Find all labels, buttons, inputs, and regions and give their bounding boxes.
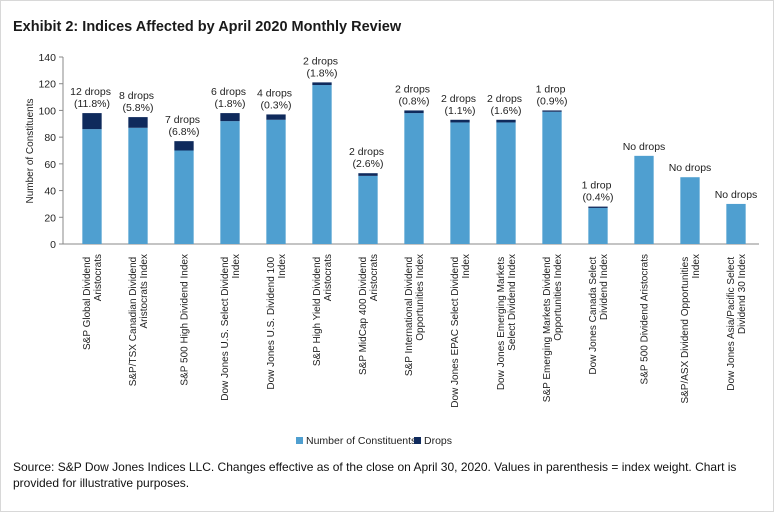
y-tick-label: 80: [44, 132, 56, 144]
bar-label: No drops: [623, 141, 666, 153]
bar-segment: [174, 141, 194, 151]
x-tick-label: Dow Jones U.S. Dividend 100 Index: [266, 254, 288, 390]
legend-swatch: [414, 437, 421, 444]
bar-segment: [634, 155, 654, 244]
bar-segment: [128, 127, 148, 244]
bar-segment: [358, 175, 378, 244]
bar-segment: [588, 207, 608, 244]
x-tick-label: S&P High Yield Dividend Aristocrats: [312, 254, 334, 366]
x-tick-label: S&P Global Dividend Aristocrats: [82, 254, 104, 350]
bar-segment: [726, 203, 746, 244]
bar-label: 2 drops (1.8%): [303, 55, 341, 79]
y-axis-title: Number of Constituents: [25, 98, 36, 203]
y-tick-label: 20: [44, 212, 56, 224]
bar-segment: [404, 110, 424, 114]
x-tick-label: S&P MidCap 400 Dividend Aristocrats: [358, 254, 380, 375]
x-tick-label: S&P/TSX Canadian Dividend Aristocrats In…: [128, 254, 150, 386]
x-tick-label: S&P 500 Dividend Aristocrats: [640, 254, 651, 384]
x-tick-label: Dow Jones Canada Select Dividend Index: [588, 254, 610, 375]
bar-segment: [496, 119, 516, 123]
bar-segment: [450, 119, 470, 123]
y-tick-label: 100: [38, 105, 56, 117]
bar-segment: [128, 117, 148, 128]
bar-segment: [312, 82, 332, 86]
bar-label: 2 drops (1.1%): [441, 93, 479, 117]
bar-label: 2 drops (2.6%): [349, 146, 387, 170]
bar-segment: [542, 110, 562, 112]
bar-segment: [220, 121, 240, 244]
bar-segment: [588, 206, 608, 208]
bar-segment: [82, 113, 102, 130]
x-tick-label: Dow Jones Emerging Markets Select Divide…: [496, 254, 518, 390]
legend-swatch: [296, 437, 303, 444]
bar-segment: [82, 129, 102, 244]
x-tick-label: Dow Jones EPAC Select Dividend Index: [450, 254, 472, 408]
bar-label: 8 drops (5.8%): [119, 90, 157, 114]
bar-label: 7 drops (6.8%): [165, 114, 203, 138]
chart-title: Exhibit 2: Indices Affected by April 202…: [13, 19, 402, 35]
source-note: Source: S&P Dow Jones Indices LLC. Chang…: [13, 460, 737, 490]
x-tick-label: S&P Emerging Markets Dividend Opportunit…: [542, 254, 564, 402]
y-tick-label: 0: [50, 239, 56, 251]
bar-segment: [358, 173, 378, 176]
y-tick-label: 60: [44, 159, 56, 171]
bar-segment: [542, 111, 562, 244]
bar-segment: [450, 122, 470, 244]
x-tick-label: Dow Jones Asia/Pacific Select Dividend 3…: [726, 254, 748, 391]
bar-segment: [266, 119, 286, 244]
bar-label: 2 drops (0.8%): [395, 83, 433, 107]
bar-segment: [680, 177, 700, 244]
x-tick-label: S&P 500 High Dividend Index: [180, 254, 191, 386]
y-tick-label: 140: [38, 52, 56, 64]
bar-segment: [266, 114, 286, 120]
bar-label: 1 drop (0.4%): [582, 180, 615, 204]
bar-label: No drops: [669, 162, 712, 174]
y-tick-label: 120: [38, 79, 56, 91]
bar-label: No drops: [715, 189, 758, 201]
bar-label: 6 drops (1.8%): [211, 86, 249, 110]
x-tick-label: S&P/ASX Dividend Opportunities Index: [680, 254, 702, 404]
x-tick-label: Dow Jones U.S. Select Dividend Index: [220, 254, 242, 401]
x-tick-label: S&P International Dividend Opportunities…: [404, 254, 426, 376]
legend-label: Drops: [424, 435, 452, 447]
bar-segment: [220, 113, 240, 122]
bar-label: 12 drops (11.8%): [70, 86, 114, 110]
bar-label: 1 drop (0.9%): [536, 83, 569, 107]
bar-segment: [496, 122, 516, 244]
bar-segment: [174, 150, 194, 244]
bar-segment: [404, 113, 424, 244]
bar-label: 4 drops (0.3%): [257, 87, 295, 111]
legend-label: Number of Constituents: [306, 435, 416, 447]
bar-label: 2 drops (1.6%): [487, 93, 525, 117]
y-tick-label: 40: [44, 186, 56, 198]
chart: Exhibit 2: Indices Affected by April 202…: [13, 19, 759, 447]
bar-segment: [312, 85, 332, 244]
